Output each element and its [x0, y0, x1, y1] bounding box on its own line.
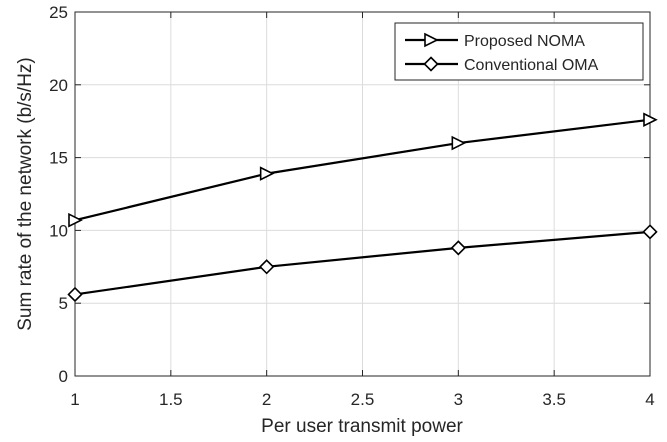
x-tick-label: 2.5 — [351, 390, 375, 409]
legend: Proposed NOMA Conventional OMA — [394, 22, 644, 81]
data-point — [450, 240, 466, 256]
x-tick-label: 1 — [70, 390, 79, 409]
legend-marker — [423, 56, 439, 72]
legend-item: Proposed NOMA — [405, 32, 585, 50]
series-line — [74, 230, 651, 296]
data-point — [643, 112, 658, 128]
y-tick-label: 5 — [59, 294, 68, 313]
data-point — [67, 286, 83, 303]
x-tick-label: 1.5 — [159, 390, 183, 409]
legend-item: Conventional OMA — [405, 56, 599, 74]
data-point — [642, 224, 658, 240]
data-point — [68, 212, 83, 228]
legend-label: Conventional OMA — [464, 57, 599, 74]
x-tick-label: 4 — [645, 390, 654, 409]
data-point — [259, 259, 275, 275]
y-axis-label: Sum rate of the network (b/s/Hz) — [15, 57, 36, 331]
y-tick-label: 0 — [59, 367, 68, 386]
x-tick-label: 3 — [454, 390, 463, 409]
y-tick-label: 10 — [49, 221, 68, 240]
data-point — [259, 166, 275, 181]
legend-box — [394, 22, 644, 81]
series-line — [74, 118, 651, 222]
data-point — [451, 135, 467, 151]
series-group — [67, 112, 658, 303]
y-tick-label: 25 — [49, 3, 68, 22]
y-tick-label: 20 — [49, 76, 68, 95]
series-2 — [67, 224, 658, 303]
series-1 — [68, 112, 658, 228]
legend-label: Proposed NOMA — [464, 33, 585, 50]
legend-marker — [424, 32, 439, 48]
y-tick-label: 15 — [49, 149, 68, 168]
axis-ticks: 1 1.5 2 2.5 3 3.5 4 0 5 10 15 20 25 — [49, 3, 655, 409]
x-tick-label: 3.5 — [542, 390, 566, 409]
x-axis-label: Per user transmit power — [261, 416, 463, 437]
x-tick-label: 2 — [262, 390, 271, 409]
